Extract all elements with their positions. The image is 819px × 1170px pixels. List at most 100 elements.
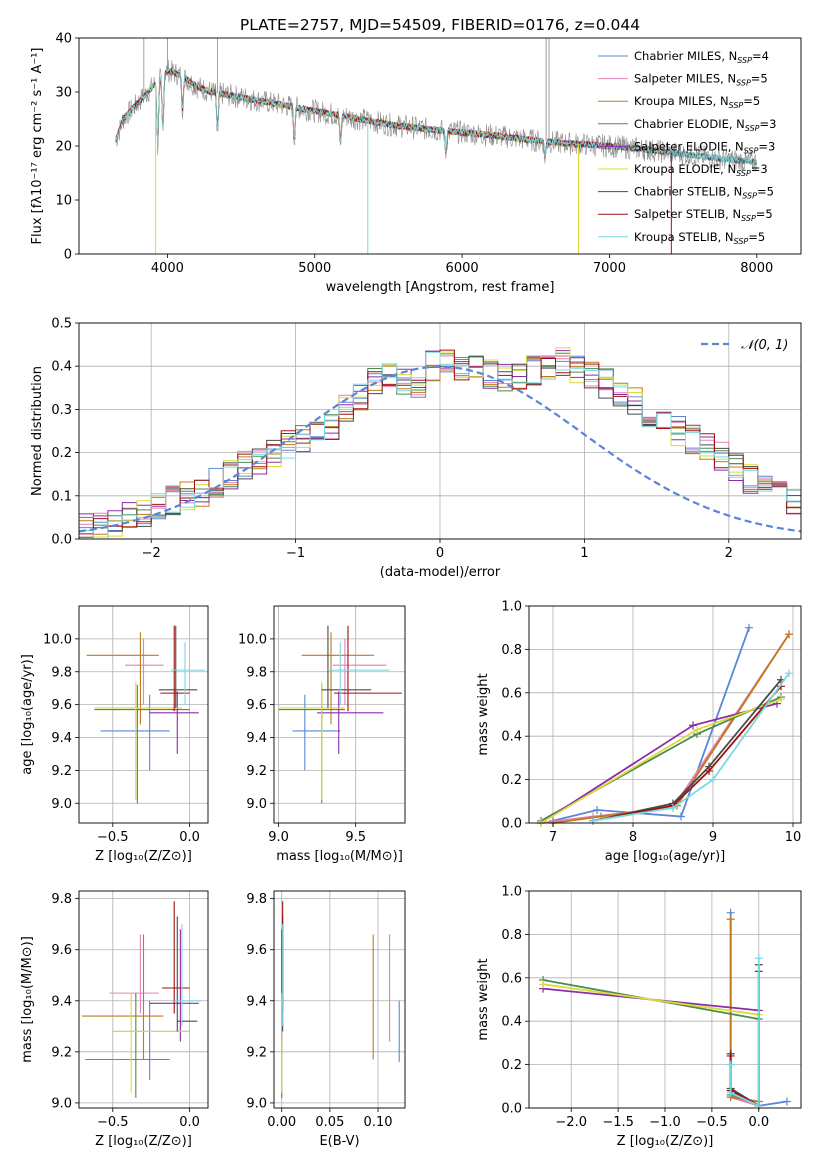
- y-tick-label: 1.0: [501, 885, 522, 900]
- y-tick-label: 9.8: [51, 892, 72, 907]
- y-tick-label: 9.4: [51, 994, 72, 1009]
- y-tick-label: 10: [55, 194, 72, 209]
- x-axis-label: age [log₁₀(age/yr)]: [605, 849, 726, 864]
- mass-vs-EBV-marks: [281, 901, 400, 1098]
- y-tick-label: 9.6: [51, 943, 72, 958]
- mass-weight-line: [729, 964, 760, 1108]
- spectrum-marks: [115, 38, 757, 254]
- x-tick-label: 8: [629, 830, 637, 845]
- residual-histogram: [79, 355, 801, 531]
- y-tick-label: 0.1: [51, 489, 72, 504]
- x-tick-label: 4000: [151, 261, 184, 276]
- x-tick-label: 8000: [740, 261, 773, 276]
- legend-label: Salpeter ELODIE, NSSP=3: [634, 139, 775, 155]
- x-tick-label: 0: [436, 546, 444, 561]
- age-vs-Z-marks: [86, 625, 205, 804]
- y-tick-label: 9.0: [246, 797, 267, 812]
- mass-weight-line: [592, 672, 790, 822]
- observed-spectrum: [115, 59, 757, 173]
- y-tick-label: 9.8: [51, 665, 72, 680]
- model-spectrum: [115, 68, 581, 158]
- x-tick-label: 5000: [298, 261, 331, 276]
- x-tick-label: −0.5: [97, 830, 129, 845]
- mass-weight-point: [693, 725, 701, 734]
- y-axis-label: age [log₁₀(age/yr)]: [20, 654, 35, 775]
- legend-label: Kroupa STELIB, NSSP=5: [634, 230, 765, 246]
- mass-weight-point: [669, 803, 677, 812]
- x-tick-label: 10: [785, 830, 802, 845]
- x-tick-label: −1.0: [649, 1115, 681, 1130]
- mass-weight-point: [754, 954, 763, 963]
- x-axis-label: E(B-V): [319, 1134, 359, 1149]
- mass-weight-point: [726, 1088, 735, 1097]
- x-tick-label: 0.05: [315, 1115, 344, 1130]
- y-axis-label: mass weight: [476, 673, 491, 755]
- legend-label: Salpeter STELIB, NSSP=5: [634, 207, 773, 223]
- mass-weight-line: [592, 679, 782, 822]
- axes-frame: [78, 322, 802, 540]
- mass-weight-point: [539, 980, 548, 989]
- figure-title: PLATE=2757, MJD=54509, FIBERID=0176, z=0…: [240, 16, 640, 34]
- mass-weight-line: [542, 983, 759, 1016]
- axes-frame: [528, 605, 802, 824]
- mass-weight-point: [785, 669, 793, 678]
- mass-vs-Z-panel: −0.5 0.0 9.0 9.2 9.4 9.6 9.8 Z [log₁₀(Z/Z⊙)] mas…: [20, 890, 209, 1149]
- y-tick-label: 0.6: [501, 686, 522, 701]
- x-tick-label: 6000: [446, 261, 479, 276]
- x-tick-label: 7000: [593, 261, 626, 276]
- mass-weight-line: [540, 698, 782, 824]
- y-tick-label: 20: [55, 140, 72, 155]
- axes-frame: [78, 605, 209, 824]
- y-tick-label: 0.0: [501, 1102, 522, 1117]
- x-tick-label: −2.0: [555, 1115, 587, 1130]
- x-tick-label: 0.0: [748, 1115, 769, 1130]
- mass-weight-point: [782, 1097, 791, 1106]
- spectrum-panel: 4000 5000 6000 7000 8000 0 10 20 30 40 wavelength …: [30, 16, 802, 295]
- legend-label: Chabrier ELODIE, NSSP=3: [634, 117, 776, 133]
- y-tick-label: 9.6: [246, 943, 267, 958]
- y-tick-label: 0.2: [501, 1058, 522, 1073]
- y-axis-label: Normed distribution: [30, 366, 45, 496]
- mass-weight-point: [689, 721, 697, 730]
- x-tick-label: −2: [142, 546, 161, 561]
- massweight-vs-age-marks: [537, 623, 793, 827]
- y-tick-label: 0: [64, 248, 72, 263]
- x-tick-label: 0.10: [364, 1115, 393, 1130]
- y-tick-label: 9.2: [246, 764, 267, 779]
- x-axis-label: wavelength [Angstrom, rest frame]: [326, 280, 555, 295]
- legend-label: Kroupa ELODIE, NSSP=3: [634, 162, 768, 178]
- y-tick-label: 0.5: [51, 317, 72, 332]
- y-tick-label: 0.8: [501, 928, 522, 943]
- x-axis-label: Z [log₁₀(Z/Z⊙)]: [95, 1134, 192, 1149]
- axes-frame: [78, 890, 209, 1109]
- x-tick-label: 9.0: [268, 830, 289, 845]
- x-tick-label: 0.0: [179, 830, 200, 845]
- mass-weight-point: [705, 766, 713, 775]
- y-tick-label: 9.4: [246, 731, 267, 746]
- y-tick-label: 9.6: [246, 698, 267, 713]
- axes-frame: [273, 890, 406, 1109]
- legend-label: Chabrier MILES, NSSP=4: [634, 49, 769, 65]
- x-axis-label: (data-model)/error: [380, 565, 501, 580]
- y-tick-label: 9.2: [51, 764, 72, 779]
- residual-histogram: [79, 351, 801, 538]
- y-tick-label: 9.8: [246, 892, 267, 907]
- x-axis-label: Z [log₁₀(Z/Z⊙)]: [617, 1134, 714, 1149]
- axes-frame: [273, 605, 406, 824]
- mass-weight-line: [729, 971, 760, 1108]
- gaussian-curve: [79, 365, 801, 533]
- y-tick-label: 0.0: [51, 533, 72, 548]
- x-tick-label: −0.5: [97, 1115, 129, 1130]
- y-tick-label: 0.6: [501, 971, 522, 986]
- mass-weight-line: [592, 685, 782, 822]
- x-tick-label: 9.5: [345, 830, 366, 845]
- y-tick-label: 9.0: [246, 1096, 267, 1111]
- y-tick-label: 9.0: [51, 1096, 72, 1111]
- mass-weight-point: [745, 623, 753, 632]
- massweight-vs-Z-panel: −2.0 −1.5 −1.0 −0.5 0.0 0.0 0.2 0.4 0.6 0.8 1.0 Z […: [476, 885, 802, 1149]
- x-tick-label: 0.00: [267, 1115, 296, 1130]
- residual-histogram: [79, 352, 801, 526]
- x-tick-label: −1.5: [602, 1115, 634, 1130]
- y-tick-label: 9.8: [246, 665, 267, 680]
